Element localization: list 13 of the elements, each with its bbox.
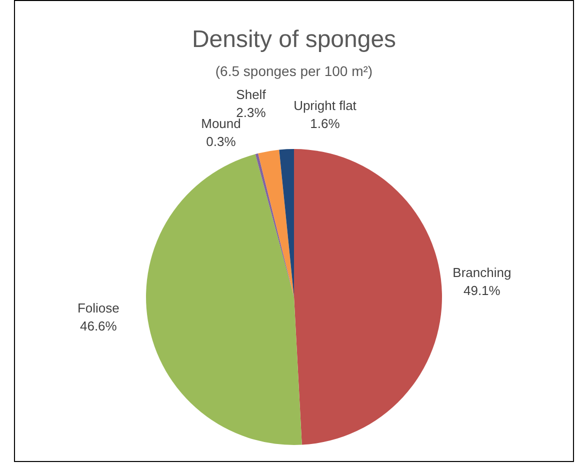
data-label: 46.6%: [80, 318, 118, 334]
data-label: 1.6%: [310, 116, 340, 131]
pie-slice: [294, 149, 442, 445]
chart-title: Density of sponges: [190, 26, 398, 54]
slice-label: Foliose: [77, 300, 120, 316]
slice-label: Upright flat: [294, 98, 357, 113]
slice-label: Shelf: [236, 87, 266, 102]
slice-label: Branching: [452, 264, 512, 280]
pie-slice: [146, 154, 302, 445]
data-label: 49.1%: [463, 282, 501, 298]
data-label: 0.3%: [206, 134, 236, 149]
pie-slice: [279, 149, 294, 297]
chart-subtitle: (6.5 sponges per 100 m²): [214, 63, 374, 79]
